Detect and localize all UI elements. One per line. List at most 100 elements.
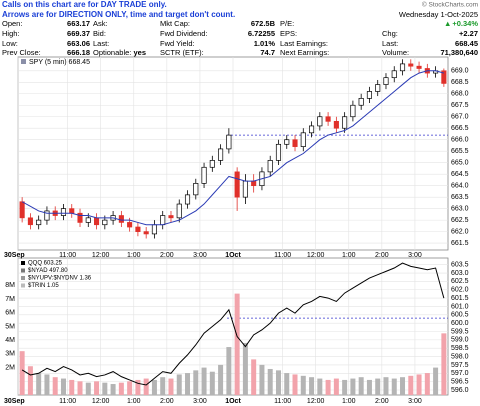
x-tick-label: 30Sep — [4, 252, 25, 259]
x-tick-label: 1:00 — [342, 252, 356, 259]
y2-tick-label: 8M — [5, 282, 15, 289]
quote-label: P/E: — [280, 19, 294, 28]
candle-body — [209, 160, 215, 168]
volume-bar — [226, 347, 232, 395]
x-tick-label: 1:00 — [127, 398, 141, 405]
y-tick-label: 603.5 — [451, 262, 469, 269]
candle-body — [366, 91, 372, 99]
candle-body — [44, 210, 50, 221]
y-tick-label: 665.0 — [451, 160, 469, 167]
y-tick-label: 598.0 — [451, 353, 469, 360]
volume-bar — [366, 379, 372, 395]
candle-body — [27, 217, 33, 226]
volume-bar — [27, 366, 33, 395]
volume-bar — [185, 373, 191, 395]
volume-bar — [94, 381, 100, 395]
quote-value: 6.72255 — [248, 29, 275, 38]
quote-value: 1.01% — [254, 39, 276, 48]
quote-label: Prev Close: — [2, 48, 41, 57]
y-tick-label: 601.5 — [451, 295, 469, 302]
candle-body — [77, 212, 83, 223]
legend-swatch — [21, 59, 26, 64]
candle-body — [325, 116, 331, 122]
notice-line: Arrows are for DIRECTION ONLY, time and … — [2, 10, 235, 19]
series-line — [21, 262, 445, 386]
y-tick-label: 669.0 — [451, 68, 469, 75]
y-tick-label: 602.5 — [451, 278, 469, 285]
volume-bar — [44, 374, 50, 395]
source: © StockCharts.com — [422, 1, 478, 9]
volume-bar — [60, 378, 66, 395]
candle-body — [441, 70, 447, 84]
main-legend: SPY (5 min) 668.45 — [29, 59, 90, 66]
volume-bar — [234, 293, 240, 395]
volume-bar — [110, 384, 116, 395]
quote-label: SCTR (ETF): — [160, 48, 204, 57]
x-tick-label: 12:00 — [92, 398, 110, 405]
y-tick-label: 662.0 — [451, 228, 469, 235]
x-tick-label: 11:00 — [59, 252, 76, 259]
volume-bar — [391, 378, 397, 395]
y2-tick-label: 6M — [5, 310, 15, 317]
volume-bar — [375, 378, 381, 395]
y-tick-label: 596.0 — [451, 387, 469, 394]
y-tick-label: 667.5 — [451, 102, 469, 109]
volume-bar — [275, 370, 281, 395]
volume-bar — [433, 367, 439, 395]
quote-value: 663.17 — [67, 19, 90, 28]
volume-bar — [52, 377, 58, 395]
candle-body — [60, 208, 67, 216]
volume-bar — [168, 378, 174, 395]
y-tick-label: 664.5 — [451, 171, 469, 178]
candle-body — [168, 215, 174, 219]
y-tick-label: 600.0 — [451, 320, 469, 327]
quote-label: Fwd Dividend: — [160, 29, 208, 38]
x-tick-label: 11:00 — [274, 398, 291, 405]
y-tick-label: 600.5 — [451, 312, 469, 319]
legend-swatch — [21, 283, 25, 288]
volume-bar — [160, 377, 166, 395]
candle-body — [350, 104, 356, 118]
y-tick-label: 662.5 — [451, 217, 469, 224]
quote-label: Last Earnings: — [280, 39, 328, 48]
y2-tick-label: 3M — [5, 351, 15, 358]
legend-entry: $TRIN 1.05 — [28, 283, 59, 289]
x-tick-label: 3:00 — [408, 398, 422, 405]
volume-bar — [19, 351, 25, 395]
quote-label: Optionable: — [93, 48, 131, 57]
candle-body — [416, 65, 422, 69]
x-tick-label: 11:00 — [274, 252, 291, 259]
y-tick-label: 666.0 — [451, 137, 469, 144]
x-tick-label: 1:00 — [127, 252, 141, 259]
candle-body — [358, 98, 364, 106]
y-tick-label: 596.5 — [451, 378, 469, 385]
candle-body — [408, 63, 414, 67]
volume-bar — [77, 381, 83, 395]
volume-bar — [251, 359, 257, 395]
quote-label: Mkt Cap: — [160, 19, 190, 28]
y-tick-label: 665.5 — [451, 148, 469, 155]
quote-value: 668.45 — [455, 39, 478, 48]
candle-body — [300, 132, 306, 147]
volume-bar — [284, 373, 290, 395]
y-tick-label: 668.5 — [451, 79, 469, 86]
quote-value: 672.5B — [251, 19, 276, 28]
x-tick-label: 2:00 — [160, 252, 174, 259]
volume-bar — [267, 368, 273, 395]
volume-bar — [259, 364, 265, 395]
x-tick-label: 30Sep — [4, 398, 25, 405]
quote-label: Fwd Yield: — [160, 39, 195, 48]
candle-body — [69, 208, 75, 214]
x-tick-label: 12:00 — [92, 252, 110, 259]
candle-body — [176, 203, 182, 219]
y2-tick-label: 2M — [5, 364, 15, 371]
x-tick-label: 3:00 — [408, 252, 422, 259]
quote-value: yes — [133, 48, 146, 57]
volume-bar — [143, 378, 149, 395]
volume-bar — [309, 377, 315, 395]
candle-body — [234, 171, 240, 198]
date: Wednesday 1-Oct-2025 — [399, 10, 478, 19]
x-tick-label: 3:00 — [193, 398, 207, 405]
volume-bar — [201, 367, 207, 395]
